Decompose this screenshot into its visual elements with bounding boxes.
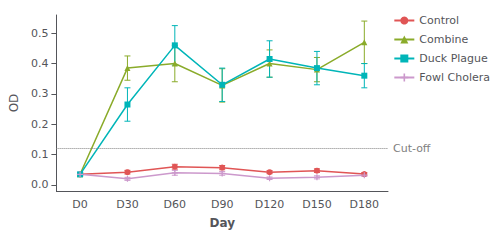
svg-text:0.1: 0.1: [31, 148, 49, 161]
svg-text:Fowl Cholera: Fowl Cholera: [419, 71, 490, 84]
svg-text:D180: D180: [350, 198, 379, 211]
svg-text:D30: D30: [116, 198, 138, 211]
svg-text:Control: Control: [419, 14, 459, 27]
svg-text:0.5: 0.5: [31, 27, 49, 40]
svg-text:0.2: 0.2: [31, 118, 49, 131]
svg-text:D90: D90: [211, 198, 233, 211]
svg-text:Combine: Combine: [419, 33, 468, 46]
svg-text:0.0: 0.0: [31, 178, 49, 191]
svg-text:0.4: 0.4: [31, 57, 49, 70]
svg-text:Cut-off: Cut-off: [393, 142, 431, 155]
svg-text:D60: D60: [164, 198, 186, 211]
svg-text:0.3: 0.3: [31, 87, 49, 100]
svg-text:OD: OD: [7, 94, 21, 113]
svg-text:D120: D120: [255, 198, 284, 211]
svg-text:D150: D150: [302, 198, 331, 211]
svg-text:Day: Day: [209, 216, 235, 230]
svg-text:D0: D0: [72, 198, 87, 211]
svg-text:Duck Plague: Duck Plague: [419, 52, 488, 65]
